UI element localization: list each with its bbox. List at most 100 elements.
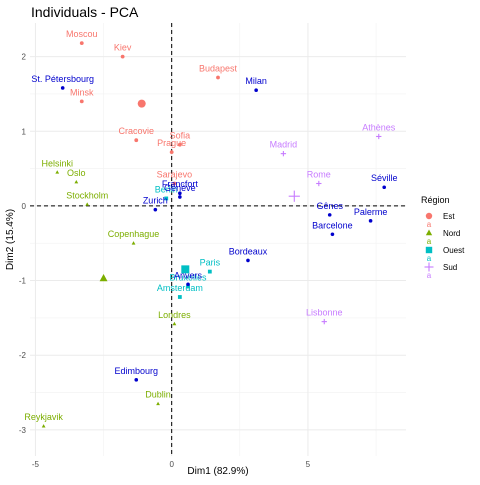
data-point (172, 321, 177, 326)
point-label: Sofia (170, 131, 191, 141)
data-point (60, 86, 65, 90)
data-point (131, 241, 136, 245)
y-tick-label: 1 (22, 127, 27, 136)
y-tick-label: 0 (22, 202, 27, 211)
data-point (321, 318, 327, 325)
point-label: Amsterdam (157, 283, 203, 293)
data-point (55, 170, 60, 174)
legend-title: Région (421, 195, 450, 205)
legend-label: Sud (443, 263, 457, 272)
point-label: Gênes (316, 201, 343, 211)
y-axis-label: Dim2 (15.4%) (5, 209, 16, 270)
data-point (376, 133, 382, 140)
y-tick-label: 2 (22, 53, 27, 62)
chart-title: Individuals - PCA (31, 4, 139, 20)
point-label: Oslo (67, 168, 86, 178)
y-tick-label: -1 (19, 277, 27, 286)
x-tick-label: -5 (32, 460, 40, 469)
y-tick-label: -3 (19, 426, 27, 435)
data-point (79, 41, 84, 46)
point-label: Budapest (199, 63, 238, 73)
point-label: Paris (200, 258, 221, 268)
point-label: Madrid (270, 140, 298, 150)
point-label: Edimbourg (114, 366, 158, 376)
point-label: Séville (371, 173, 398, 183)
centroid-marker (288, 190, 300, 202)
point-label: Milan (245, 76, 267, 86)
data-point (134, 138, 139, 143)
data-point (156, 401, 160, 406)
centroid-marker (99, 274, 108, 282)
data-point (254, 88, 258, 92)
point-label: Copenhague (108, 229, 160, 239)
legend: Région a Est a Nord a Ouest a Sud (421, 195, 465, 280)
data-point (134, 378, 139, 382)
point-label: Rome (307, 170, 331, 180)
legend-key (425, 212, 433, 220)
point-label: Athènes (362, 122, 396, 132)
legend-label: Ouest (443, 246, 465, 255)
point-label: Stockholm (66, 190, 108, 200)
data-point (79, 99, 84, 104)
data-point (164, 196, 169, 201)
data-point (153, 207, 158, 212)
legend-entry: a Est (425, 212, 455, 229)
point-label: St. Pétersbourg (31, 74, 94, 84)
data-point (120, 54, 125, 59)
data-point (178, 191, 182, 196)
data-point (74, 179, 79, 184)
data-point (178, 195, 182, 199)
data-point (216, 75, 220, 80)
point-label: Palerme (354, 207, 388, 217)
data-point (186, 284, 190, 289)
data-point (41, 424, 46, 428)
point-label: Londres (158, 310, 191, 320)
x-axis-label: Dim1 (82.9%) (187, 466, 248, 477)
data-point (246, 258, 250, 263)
point-label: Kiev (114, 43, 132, 53)
point-label: Reykjavik (24, 412, 63, 422)
data-point (177, 142, 182, 147)
data-point (280, 150, 287, 157)
legend-entry: a Ouest (425, 246, 465, 263)
data-point (316, 180, 322, 187)
centroid-marker (137, 99, 146, 108)
point-label: Prague (157, 138, 186, 148)
data-point (85, 202, 90, 206)
centroid-marker (181, 265, 190, 274)
legend-key-text: a (427, 271, 432, 280)
point-label: Bruxelles (170, 273, 208, 283)
data-points: Moscou Kiev Budapest Minsk Cracovie SofiaPrag… (24, 29, 398, 428)
point-label: Minsk (70, 87, 94, 97)
legend-key-text: a (427, 237, 432, 246)
point-label: Francfort (162, 179, 199, 189)
legend-label: Nord (443, 229, 460, 238)
point-label: Berlin (155, 184, 178, 194)
legend-label: Est (443, 212, 455, 221)
point-label: Helsinki (41, 158, 73, 168)
legend-key-text: a (427, 220, 432, 229)
x-tick-label: 5 (306, 460, 311, 469)
point-label: Moscou (66, 29, 98, 39)
data-point (368, 219, 373, 223)
point-label: Barcelone (312, 220, 353, 230)
point-label: Cracovie (119, 126, 155, 136)
data-point (207, 269, 212, 274)
legend-entry: a Sud (424, 262, 457, 280)
group-centroids (99, 99, 300, 282)
x-tick-label: 0 (169, 460, 174, 469)
point-label: Bordeaux (229, 246, 268, 256)
data-point (177, 295, 182, 299)
point-label: Lisbonne (306, 308, 343, 318)
point-label: Sarajevo (157, 170, 193, 180)
data-point (169, 150, 174, 155)
data-point (186, 282, 190, 287)
legend-key-text: a (427, 254, 432, 263)
legend-entry: a Nord (425, 229, 460, 246)
point-label: Genève (164, 183, 196, 193)
point-label: Anvers (174, 270, 203, 280)
point-label: Zurich (143, 196, 168, 206)
data-point (327, 213, 332, 217)
